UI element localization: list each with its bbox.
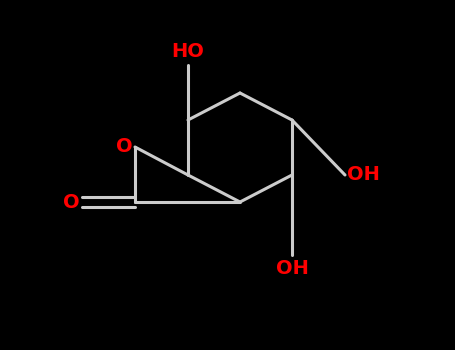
Text: HO: HO bbox=[172, 42, 204, 61]
Text: O: O bbox=[63, 193, 80, 211]
Text: OH: OH bbox=[347, 166, 380, 184]
Text: O: O bbox=[116, 138, 133, 156]
Text: OH: OH bbox=[276, 259, 308, 278]
